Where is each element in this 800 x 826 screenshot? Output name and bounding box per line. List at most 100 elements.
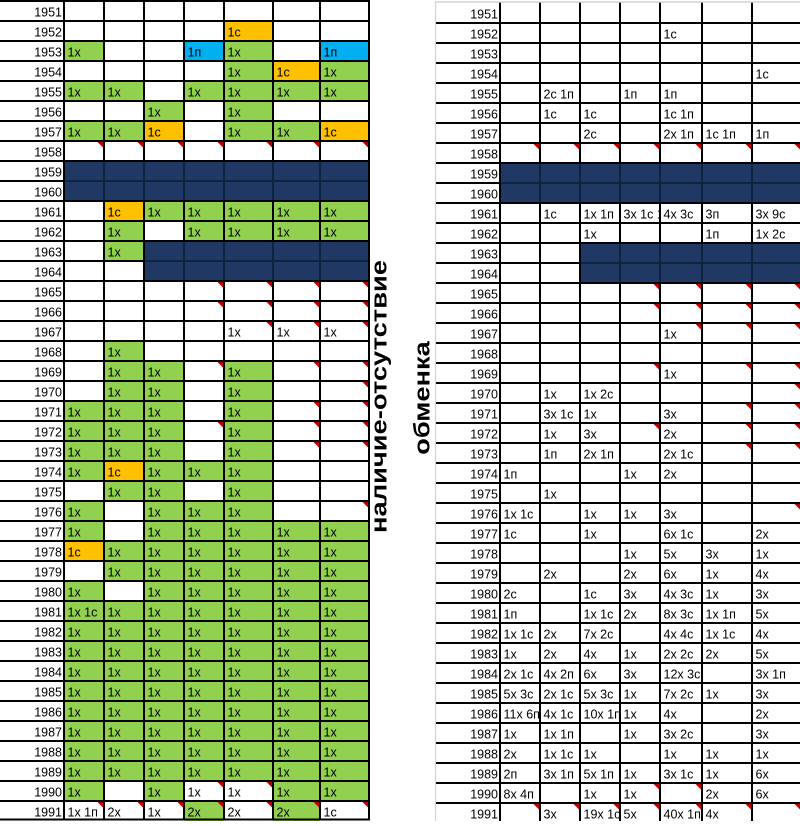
svg-text:1x: 1x — [188, 525, 202, 539]
svg-text:1x: 1x — [148, 765, 162, 779]
svg-text:4x 1с: 4x 1с — [544, 707, 574, 721]
svg-text:1x: 1x — [324, 785, 338, 799]
svg-text:1x: 1x — [228, 785, 242, 799]
svg-text:1964: 1964 — [34, 265, 62, 279]
svg-text:5x 3с: 5x 3с — [584, 687, 614, 701]
svg-text:1x: 1x — [108, 625, 122, 639]
svg-text:6x: 6x — [756, 787, 770, 801]
svg-text:1с: 1с — [324, 805, 337, 819]
svg-text:1x: 1x — [108, 745, 122, 759]
svg-text:2x: 2x — [624, 567, 638, 581]
svg-text:1970: 1970 — [470, 387, 498, 401]
svg-text:1980: 1980 — [470, 587, 498, 601]
svg-text:1960: 1960 — [470, 187, 498, 201]
svg-text:1987: 1987 — [34, 725, 62, 739]
svg-text:1x: 1x — [228, 205, 242, 219]
svg-text:1с: 1с — [756, 67, 769, 81]
svg-text:1x: 1x — [108, 725, 122, 739]
svg-text:1x: 1x — [228, 685, 242, 699]
svg-text:1п: 1п — [504, 467, 518, 481]
svg-text:1956: 1956 — [470, 107, 498, 121]
svg-text:1x: 1x — [188, 645, 202, 659]
svg-text:1963: 1963 — [470, 247, 498, 261]
svg-text:1x: 1x — [324, 685, 338, 699]
svg-text:1п: 1п — [504, 607, 518, 621]
svg-text:1x: 1x — [188, 745, 202, 759]
svg-text:1x: 1x — [68, 725, 82, 739]
svg-text:2x 1п: 2x 1п — [664, 127, 694, 141]
svg-text:3x: 3x — [624, 587, 638, 601]
svg-text:1x: 1x — [148, 705, 162, 719]
svg-text:1п: 1п — [664, 87, 678, 101]
svg-text:1x: 1x — [664, 747, 678, 761]
svg-text:1x: 1x — [188, 225, 202, 239]
svg-text:1980: 1980 — [34, 585, 62, 599]
svg-text:2x 1с: 2x 1с — [504, 667, 534, 681]
svg-text:3x: 3x — [756, 727, 770, 741]
svg-text:1x: 1x — [148, 105, 162, 119]
svg-text:1x: 1x — [68, 625, 82, 639]
svg-text:1x 2с: 1x 2с — [584, 387, 614, 401]
svg-text:1958: 1958 — [470, 147, 498, 161]
svg-text:1951: 1951 — [34, 5, 62, 19]
svg-text:5x: 5x — [756, 647, 770, 661]
svg-text:3x: 3x — [664, 507, 678, 521]
svg-text:7x 2с: 7x 2с — [584, 627, 614, 641]
svg-text:1954: 1954 — [34, 65, 62, 79]
svg-text:1963: 1963 — [34, 245, 62, 259]
svg-text:1x: 1x — [277, 605, 291, 619]
svg-text:1x: 1x — [228, 105, 242, 119]
svg-text:1959: 1959 — [34, 165, 62, 179]
svg-text:1x: 1x — [324, 725, 338, 739]
svg-text:1986: 1986 — [470, 707, 498, 721]
svg-text:1x: 1x — [148, 785, 162, 799]
svg-text:10x 1п: 10x 1п — [584, 707, 621, 721]
svg-text:1988: 1988 — [34, 745, 62, 759]
svg-text:1с: 1с — [544, 207, 557, 221]
svg-text:1968: 1968 — [470, 347, 498, 361]
svg-text:1x: 1x — [706, 587, 720, 601]
svg-text:1986: 1986 — [34, 705, 62, 719]
svg-text:3x: 3x — [756, 587, 770, 601]
svg-text:1x: 1x — [324, 665, 338, 679]
svg-text:1x: 1x — [68, 765, 82, 779]
svg-text:1п: 1п — [706, 227, 720, 241]
svg-text:1x: 1x — [228, 625, 242, 639]
svg-text:1x: 1x — [148, 745, 162, 759]
svg-text:2x: 2x — [544, 567, 558, 581]
svg-text:1x: 1x — [68, 45, 82, 59]
svg-text:1x: 1x — [108, 765, 122, 779]
svg-text:1x: 1x — [277, 525, 291, 539]
svg-text:1x: 1x — [624, 707, 638, 721]
svg-text:1964: 1964 — [470, 267, 498, 281]
svg-text:1x 1п: 1x 1п — [68, 805, 98, 819]
svg-text:1x 1с: 1x 1с — [504, 507, 534, 521]
svg-text:1x 1п: 1x 1п — [584, 207, 614, 221]
svg-text:1x: 1x — [504, 727, 518, 741]
svg-text:1x: 1x — [228, 425, 242, 439]
svg-text:1x: 1x — [228, 125, 242, 139]
svg-text:40x 1п: 40x 1п — [664, 807, 701, 821]
svg-text:1x: 1x — [228, 505, 242, 519]
svg-text:1с: 1с — [228, 25, 241, 39]
svg-text:11x 6п: 11x 6п — [504, 707, 540, 721]
svg-text:1x: 1x — [324, 645, 338, 659]
svg-text:1x: 1x — [584, 527, 598, 541]
svg-text:1с: 1с — [108, 465, 121, 479]
svg-text:1x: 1x — [228, 705, 242, 719]
svg-text:3x: 3x — [584, 427, 598, 441]
svg-text:1953: 1953 — [34, 45, 62, 59]
svg-text:1x: 1x — [148, 645, 162, 659]
svg-text:2x: 2x — [624, 607, 638, 621]
svg-text:1x: 1x — [148, 625, 162, 639]
svg-text:1954: 1954 — [470, 67, 498, 81]
svg-text:1962: 1962 — [470, 227, 498, 241]
svg-text:5x 1п: 5x 1п — [584, 767, 614, 781]
svg-text:1x: 1x — [148, 585, 162, 599]
svg-text:1955: 1955 — [470, 87, 498, 101]
svg-text:1x: 1x — [277, 705, 291, 719]
svg-text:1x: 1x — [584, 227, 598, 241]
svg-text:1x: 1x — [624, 727, 638, 741]
svg-text:1966: 1966 — [470, 307, 498, 321]
svg-text:1x: 1x — [108, 485, 122, 499]
